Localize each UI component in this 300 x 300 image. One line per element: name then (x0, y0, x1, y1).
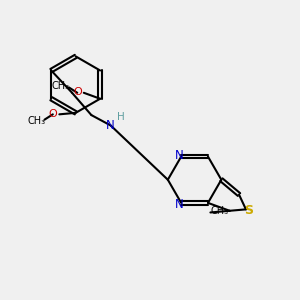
Text: S: S (244, 204, 253, 217)
Text: N: N (106, 119, 115, 132)
Text: O: O (73, 87, 82, 97)
Text: CH₃: CH₃ (210, 206, 228, 216)
Text: N: N (175, 148, 184, 162)
Text: H: H (117, 112, 125, 122)
Text: CH₃: CH₃ (27, 116, 45, 127)
Text: N: N (175, 198, 184, 211)
Text: O: O (48, 109, 57, 119)
Text: CH₃: CH₃ (52, 81, 70, 91)
